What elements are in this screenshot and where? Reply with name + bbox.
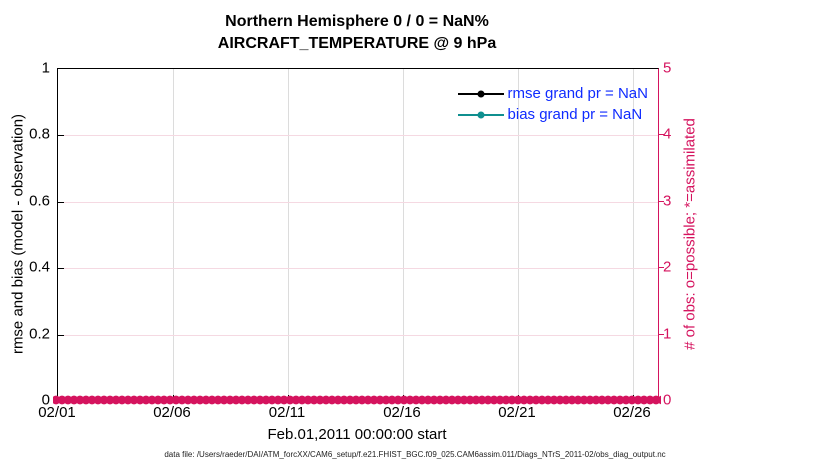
gridline-vertical	[633, 69, 634, 401]
obs-markers-band	[53, 395, 661, 405]
y-right-tick-label: 0	[663, 391, 672, 409]
legend: rmse grand pr = NaN bias grand pr = NaN	[457, 83, 648, 125]
gridline-vertical	[288, 69, 289, 401]
right-tick-mark	[658, 201, 664, 202]
x-tick-label: 02/26	[613, 404, 651, 421]
right-tick-mark	[658, 334, 664, 335]
y-left-tick-label: 0.2	[29, 325, 50, 343]
right-tick-mark	[658, 267, 664, 268]
y-tick-mark	[58, 335, 64, 336]
right-tick-mark	[658, 134, 664, 135]
y-axis-label-left: rmse and bias (model - observation)	[9, 113, 27, 355]
y-left-tick-label: 0.6	[29, 192, 50, 210]
legend-label-rmse: rmse grand pr = NaN	[507, 85, 648, 102]
x-tick-label: 02/01	[38, 404, 76, 421]
y-left-tick-label: 0.8	[29, 125, 50, 143]
x-tick-label: 02/16	[383, 404, 421, 421]
chart-titles: Northern Hemisphere 0 / 0 = NaN% AIRCRAF…	[57, 11, 657, 55]
y-axis-label-right: # of obs: o=possible; *=assimilated	[681, 118, 699, 350]
y-tick-mark	[58, 135, 64, 136]
x-tick-label: 02/21	[498, 404, 536, 421]
data-file-footer: data file: /Users/raeder/DAI/ATM_forcXX/…	[164, 450, 666, 459]
y-left-tick-label: 1	[41, 59, 50, 77]
y-right-tick-label: 1	[663, 325, 672, 343]
y-tick-mark	[58, 202, 64, 203]
rmse-line-swatch	[457, 90, 504, 97]
y-left-tick-label: 0.4	[29, 258, 50, 276]
x-tick-label: 02/06	[153, 404, 191, 421]
legend-entry-rmse: rmse grand pr = NaN	[457, 83, 648, 104]
bias-line-swatch	[457, 111, 504, 118]
gridline-horizontal	[58, 135, 658, 136]
gridline-vertical	[518, 69, 519, 401]
y-left-tick-label: 0	[41, 391, 50, 409]
legend-label-bias: bias grand pr = NaN	[507, 106, 643, 123]
gridline-horizontal	[58, 268, 658, 269]
rmse-marker-icon	[477, 90, 485, 97]
legend-entry-bias: bias grand pr = NaN	[457, 104, 648, 125]
y-right-tick-label: 5	[663, 59, 672, 77]
y-tick-mark	[58, 268, 64, 269]
plot-area: rmse grand pr = NaN bias grand pr = NaN	[57, 68, 659, 402]
gridline-vertical	[173, 69, 174, 401]
chart-title: Northern Hemisphere 0 / 0 = NaN%	[225, 13, 489, 30]
y-right-tick-label: 3	[663, 192, 672, 210]
bias-marker-icon	[477, 111, 485, 118]
y-right-tick-label: 4	[663, 125, 672, 143]
y-right-tick-label: 2	[663, 258, 672, 276]
gridline-vertical	[403, 69, 404, 401]
x-tick-label: 02/11	[268, 404, 306, 421]
gridline-horizontal	[58, 202, 658, 203]
gridline-horizontal	[58, 335, 658, 336]
x-axis-label: Feb.01,2011 00:00:00 start	[267, 426, 447, 443]
chart-subtitle: AIRCRAFT_TEMPERATURE @ 9 hPa	[217, 35, 497, 52]
